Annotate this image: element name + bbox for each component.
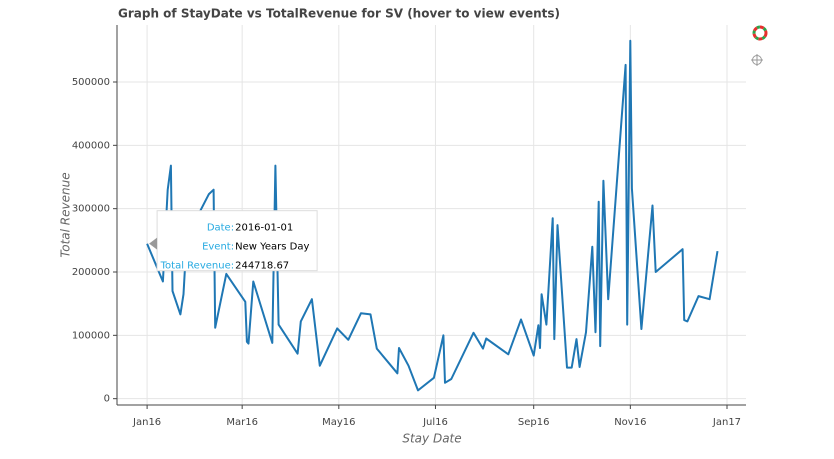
- x-tick-label: May16: [322, 417, 355, 428]
- tooltip-label: Event:: [202, 242, 234, 253]
- y-tick-label: 100000: [72, 330, 110, 341]
- x-tick-label: Jul16: [422, 417, 448, 428]
- y-axis-label: Total Revenue: [59, 172, 73, 257]
- y-tick-label: 400000: [72, 140, 110, 151]
- x-tick-label: Jan17: [712, 417, 741, 428]
- y-tick-label: 300000: [72, 204, 110, 215]
- x-tick-label: Nov16: [614, 417, 646, 428]
- line-series: [146, 39, 719, 392]
- tooltip-box: [156, 210, 318, 272]
- tooltip-value: 2016-01-01: [235, 223, 293, 234]
- x-tick-label: Mar16: [226, 417, 258, 428]
- y-tick-label: 500000: [72, 77, 110, 88]
- x-tick-label: Sep16: [518, 417, 550, 428]
- y-tick-label: 0: [104, 394, 110, 405]
- x-axis-label: Stay Date: [402, 432, 461, 446]
- hover-tool[interactable]: [751, 54, 763, 66]
- toolbar: [751, 25, 768, 66]
- tooltip-label: Date:: [207, 223, 234, 234]
- bokeh-logo[interactable]: [752, 25, 768, 41]
- tooltip-value: New Years Day: [235, 242, 309, 253]
- tooltip-arrow: [149, 237, 158, 250]
- chart-title: Graph of StayDate vs TotalRevenue for SV…: [118, 7, 560, 21]
- tooltip-label: Total Revenue:: [160, 261, 234, 272]
- x-tick-label: Jan16: [132, 417, 161, 428]
- y-tick-label: 200000: [72, 267, 110, 278]
- tooltip-value: 244718.67: [235, 261, 289, 272]
